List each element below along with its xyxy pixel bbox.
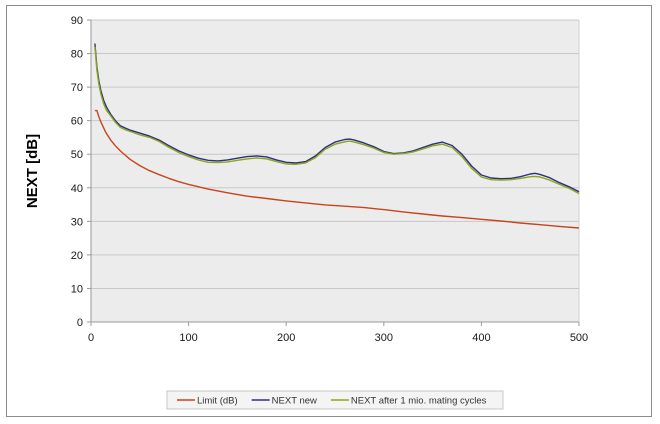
x-tick-label: 0 xyxy=(88,332,94,344)
x-tick-label: 100 xyxy=(179,332,197,344)
next-chart: 0 10 20 30 40 50 60 70 80 90 0 100 200 300 400 500 NEX… xyxy=(24,15,588,410)
y-tick-label: 80 xyxy=(71,49,83,61)
y-tick-label: 30 xyxy=(71,216,83,228)
x-tick-label: 300 xyxy=(375,332,393,344)
y-axis-label: NEXT [dB] xyxy=(24,134,41,208)
y-tick-label: 0 xyxy=(77,317,83,329)
x-tick-label: 400 xyxy=(472,332,490,344)
legend-label-next-new: NEXT new xyxy=(272,396,317,407)
y-tick-label: 90 xyxy=(71,15,83,27)
y-tick-label: 20 xyxy=(71,250,83,262)
axes xyxy=(87,19,580,326)
series-line-next-after-mating-cycles xyxy=(94,46,580,195)
legend: Limit (dB) NEXT new NEXT after 1 mio. mati… xyxy=(166,390,504,410)
plot-area xyxy=(91,20,579,322)
x-tick-labels: 0 100 200 300 400 500 xyxy=(88,332,588,344)
chart-frame: 0 10 20 30 40 50 60 70 80 90 0 100 200 300 400 500 NEX… xyxy=(6,5,652,417)
legend-label-next-after-mating-cycles: NEXT after 1 mio. mating cycles xyxy=(351,396,487,407)
y-tick-labels: 0 10 20 30 40 50 60 70 80 90 xyxy=(71,15,83,329)
gridlines xyxy=(91,19,579,289)
series-line-limit-db xyxy=(94,109,580,229)
x-tick-label: 200 xyxy=(277,332,295,344)
series-line-next-new xyxy=(94,43,580,193)
y-tick-label: 60 xyxy=(71,116,83,128)
series-lines xyxy=(94,43,580,229)
y-tick-label: 70 xyxy=(71,82,83,94)
x-tick-label: 500 xyxy=(570,332,588,344)
y-tick-label: 50 xyxy=(71,149,83,161)
y-tick-label: 40 xyxy=(71,183,83,195)
y-tick-label: 10 xyxy=(71,283,83,295)
legend-label-limit-db: Limit (dB) xyxy=(197,396,238,407)
